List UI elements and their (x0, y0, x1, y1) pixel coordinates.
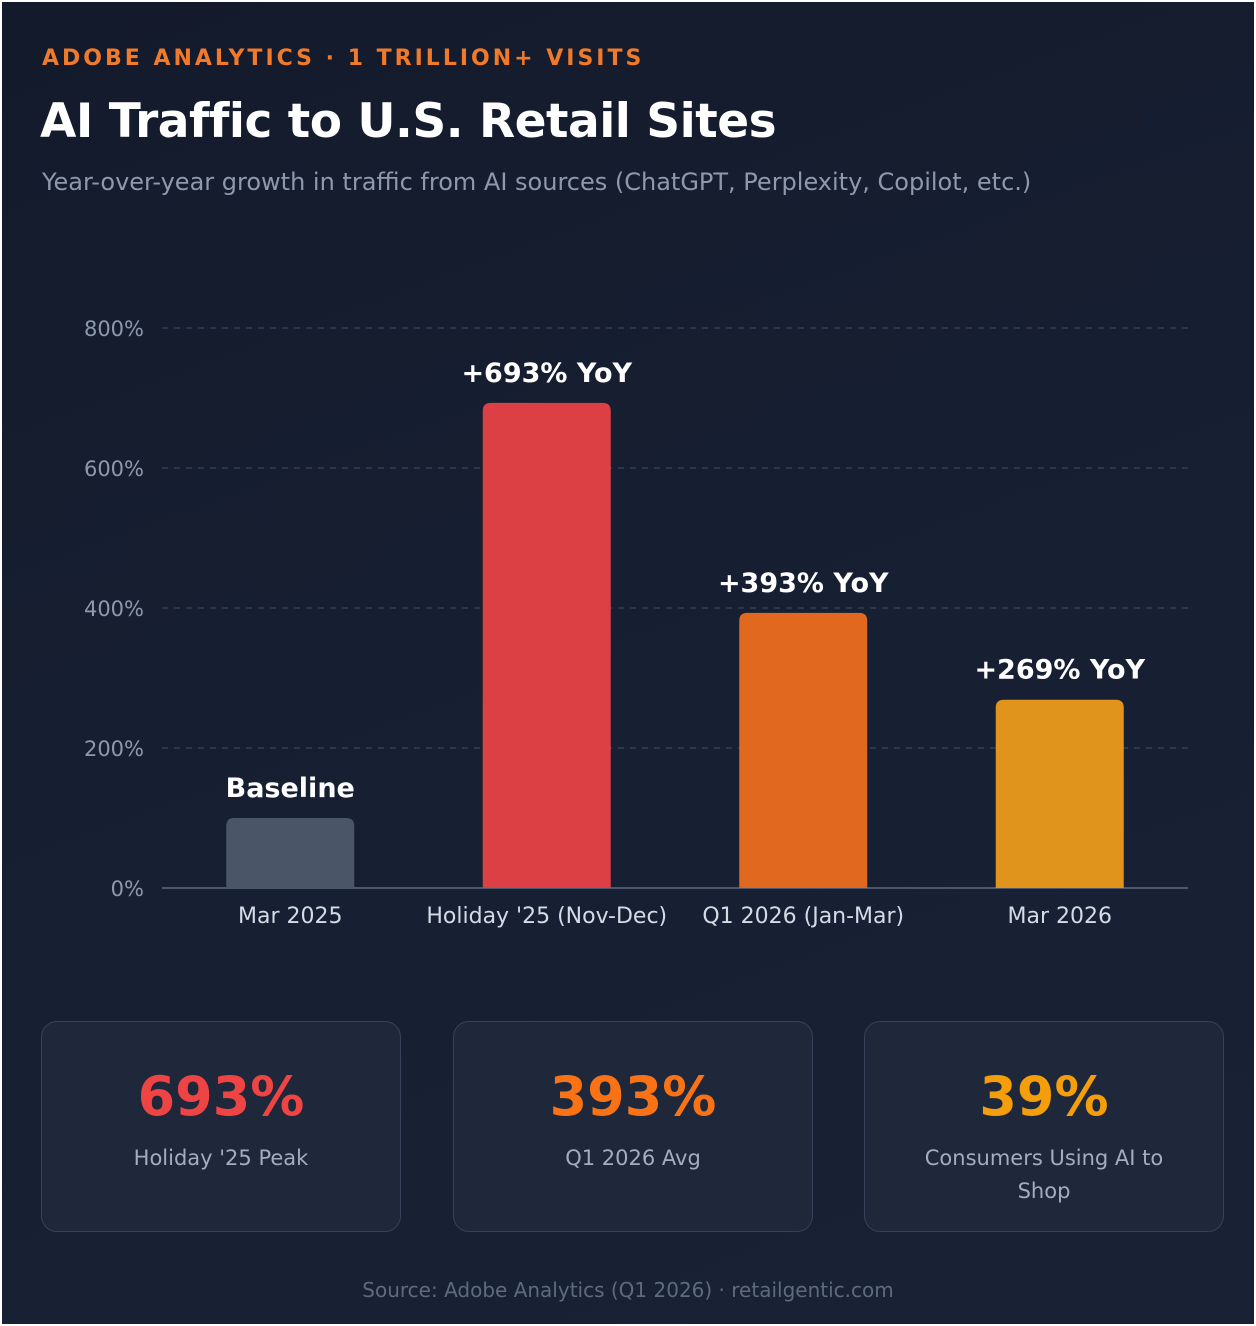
page-subtitle: Year-over-year growth in traffic from AI… (42, 168, 1032, 196)
stat-card-holiday-peak: 693% Holiday '25 Peak (41, 1021, 401, 1232)
stat-value: 693% (137, 1065, 305, 1128)
bar (739, 612, 868, 888)
bar-data-label: Baseline (226, 773, 355, 804)
x-tick-label: Mar 2025 (238, 904, 343, 929)
bar (482, 402, 611, 888)
bar-data-label: +393% YoY (718, 568, 889, 599)
stat-card-q1-avg: 393% Q1 2026 Avg (453, 1021, 813, 1232)
stat-label: Q1 2026 Avg (565, 1146, 701, 1170)
bar-data-label: +269% YoY (974, 655, 1145, 686)
x-tick-label: Mar 2026 (1008, 904, 1113, 929)
y-tick-label: 400% (84, 597, 144, 621)
stat-label: Holiday '25 Peak (133, 1146, 309, 1170)
bar-data-label: +693% YoY (461, 358, 632, 389)
x-tick-label: Q1 2026 (Jan-Mar) (702, 904, 904, 929)
y-tick-label: 0% (111, 877, 144, 901)
stat-value: 393% (549, 1065, 717, 1128)
y-tick-label: 800% (84, 317, 144, 341)
page-title: AI Traffic to U.S. Retail Sites (40, 94, 777, 149)
eyebrow-label: ADOBE ANALYTICS · 1 TRILLION+ VISITS (42, 46, 645, 71)
stat-card-consumers-ai: 39% Consumers Using AI to Shop (864, 1021, 1224, 1232)
y-tick-label: 600% (84, 457, 144, 481)
bar-chart: 0% 200% 400% 600% 800% Baseline Mar 2025 +693% … (84, 317, 1188, 929)
bar (226, 818, 355, 888)
source-footer: Source: Adobe Analytics (Q1 2026) · reta… (362, 1278, 894, 1302)
stat-label: Consumers Using AI to Shop (924, 1146, 1164, 1203)
bar (995, 699, 1124, 888)
x-tick-label: Holiday '25 (Nov-Dec) (426, 904, 667, 929)
stat-value: 39% (979, 1065, 1109, 1128)
y-tick-label: 200% (84, 737, 144, 761)
